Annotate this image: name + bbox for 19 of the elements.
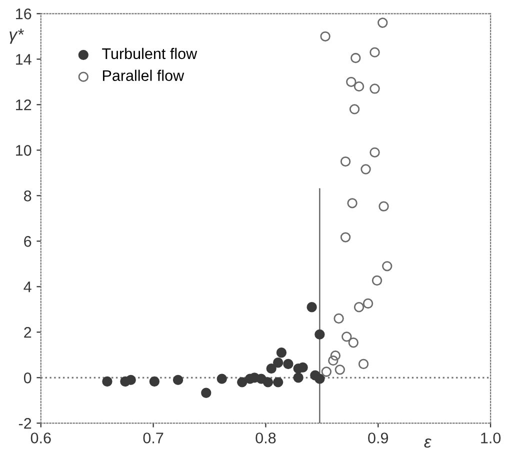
x-tick-label: 0.6 (30, 432, 51, 444)
y-tick-label: 16 (16, 8, 32, 20)
y-axis-title: γ* (10, 28, 24, 44)
y-tick-label: 8 (24, 190, 32, 202)
y-tick-label: 6 (24, 236, 32, 247)
y-tick-label: 14 (16, 54, 32, 65)
y-tick-label: 0 (24, 372, 32, 384)
y-tick-label: -2 (18, 418, 32, 429)
y-tick-label: 2 (24, 327, 32, 338)
y-tick-label: 10 (16, 145, 32, 156)
legend-label: Parallel flow (102, 70, 184, 81)
x-tick-label: 0.7 (143, 432, 164, 444)
legend-label: Turbulent flow (102, 48, 198, 60)
y-tick-label: 12 (16, 100, 32, 110)
x-tick-label: 0.8 (256, 432, 276, 444)
x-axis-title: ε (424, 438, 432, 448)
x-tick-label: 1.0 (481, 432, 501, 444)
y-tick-label: 4 (24, 282, 32, 292)
x-tick-label: 0.9 (368, 432, 388, 444)
